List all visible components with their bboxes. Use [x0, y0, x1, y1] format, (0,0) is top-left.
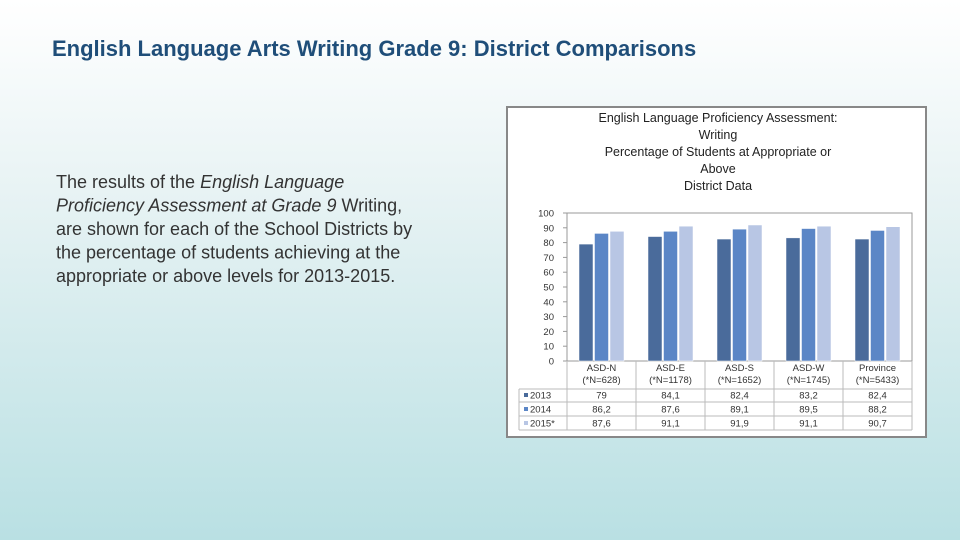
x-tick-sublabel: (*N=628) [582, 375, 620, 386]
table-value: 89,1 [730, 405, 749, 416]
legend-swatch [524, 393, 528, 397]
body-text: the percentage of students achieving at … [56, 243, 400, 263]
body-text: Writing, [336, 196, 402, 216]
x-tick-sublabel: (*N=5433) [856, 375, 900, 386]
y-tick-label: 90 [543, 223, 554, 234]
body-line: the percentage of students achieving at … [56, 243, 400, 263]
y-tick-label: 100 [538, 209, 554, 220]
chart-title: District Data [684, 179, 752, 193]
bar [885, 226, 901, 362]
chart-title: Percentage of Students at Appropriate or [605, 145, 832, 159]
bar [747, 224, 763, 362]
table-value: 79 [596, 391, 607, 402]
chart-title: Writing [699, 128, 738, 142]
y-tick-label: 70 [543, 253, 554, 264]
legend-swatch [524, 421, 528, 425]
table-value: 86,2 [592, 405, 611, 416]
body-line: Proficiency Assessment at Grade 9 Writin… [56, 196, 402, 216]
y-tick-label: 20 [543, 327, 554, 338]
bar [678, 225, 694, 362]
body-line: The results of the English Language [56, 172, 344, 192]
legend-label: 2014 [530, 405, 551, 416]
table-value: 84,1 [661, 391, 680, 402]
y-tick-label: 80 [543, 238, 554, 249]
y-tick-label: 40 [543, 297, 554, 308]
table-value: 83,2 [799, 391, 818, 402]
bar [663, 231, 678, 362]
table-value: 89,5 [799, 405, 818, 416]
bar [578, 243, 594, 362]
y-tick-label: 60 [543, 268, 554, 279]
x-tick-label: ASD-W [793, 363, 825, 374]
table-value: 91,9 [730, 419, 749, 430]
body-text: Proficiency Assessment at Grade 9 [56, 196, 336, 216]
bar [785, 237, 801, 362]
legend-swatch [524, 407, 528, 411]
chart-title: Above [700, 162, 735, 176]
bar [816, 225, 832, 362]
body-text: English Language [200, 172, 344, 192]
x-tick-label: ASD-S [725, 363, 754, 374]
y-tick-label: 10 [543, 342, 554, 353]
y-tick-label: 50 [543, 283, 554, 294]
bar [854, 238, 870, 362]
x-tick-sublabel: (*N=1178) [649, 375, 692, 386]
bar [801, 228, 816, 362]
bar [594, 233, 609, 362]
table-value: 91,1 [799, 419, 818, 430]
body-line: are shown for each of the School Distric… [56, 219, 412, 239]
body-line: appropriate or above levels for 2013-201… [56, 266, 395, 286]
bar [647, 236, 663, 362]
y-tick-label: 0 [549, 357, 554, 368]
slide-title: English Language Arts Writing Grade 9: D… [52, 36, 696, 61]
body-text: are shown for each of the School Distric… [56, 219, 412, 239]
legend-label: 2013 [530, 391, 551, 402]
table-value: 87,6 [592, 419, 611, 430]
table-value: 82,4 [868, 391, 887, 402]
x-tick-label: Province [859, 363, 896, 374]
bar [609, 231, 625, 362]
table-value: 91,1 [661, 419, 680, 430]
table-value: 87,6 [661, 405, 680, 416]
bar [870, 230, 885, 362]
x-tick-sublabel: (*N=1652) [718, 375, 762, 386]
table-value: 90,7 [868, 419, 887, 430]
y-tick-label: 30 [543, 312, 554, 323]
bar [716, 238, 732, 362]
x-tick-label: ASD-E [656, 363, 685, 374]
x-tick-label: ASD-N [587, 363, 617, 374]
body-text: appropriate or above levels for 2013-201… [56, 266, 395, 286]
x-tick-sublabel: (*N=1745) [787, 375, 831, 386]
legend-label: 2015* [530, 419, 555, 430]
bar [732, 228, 747, 362]
chart-title: English Language Proficiency Assessment: [598, 111, 837, 125]
table-value: 82,4 [730, 391, 749, 402]
table-value: 88,2 [868, 405, 887, 416]
body-text: The results of the [56, 172, 200, 192]
